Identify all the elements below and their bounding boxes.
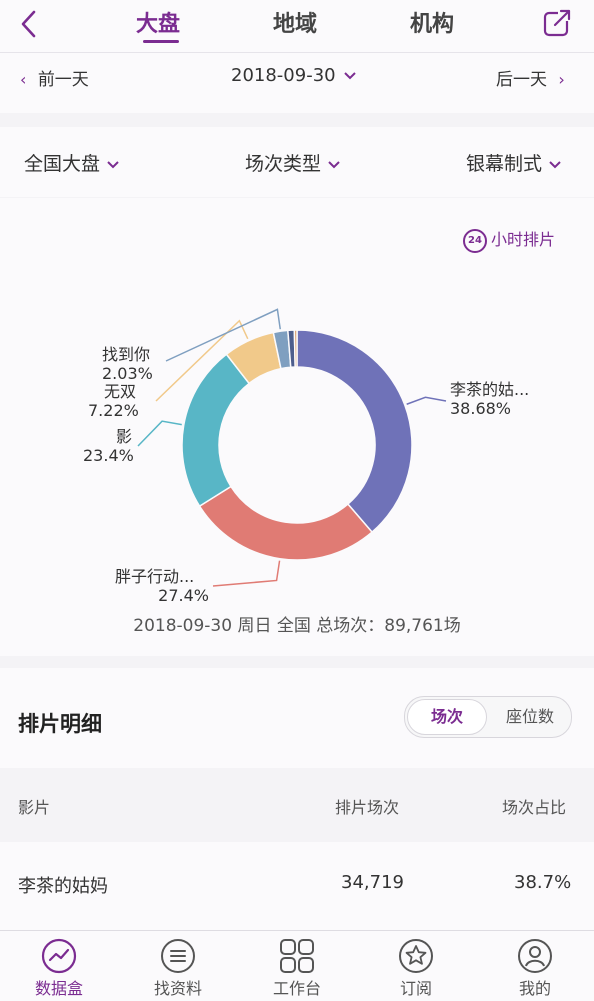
nav-subscribe[interactable]: 订阅 [371, 937, 461, 999]
table-header: 影片 排片场次 场次占比 [0, 768, 594, 842]
slice-value: 23.4% [83, 446, 134, 465]
tab-market[interactable]: 大盘 [136, 12, 181, 37]
label-slice-4: 找到你 2.03% [102, 345, 153, 383]
label-slice-0: 李茶的姑... 38.68% [450, 380, 529, 418]
slice-value: 2.03% [102, 364, 153, 383]
next-day-label: 后一天 [496, 70, 547, 90]
nav-workbench[interactable]: 工作台 [252, 937, 342, 999]
nav-label: 我的 [518, 979, 551, 998]
nav-data-box[interactable]: 数据盒 [14, 937, 104, 999]
star-circle-icon [399, 939, 433, 973]
leader-line-0 [406, 396, 447, 405]
bottom-nav: 数据盒 找资料 工作台 订阅 我的 [0, 930, 594, 1001]
nav-label: 订阅 [399, 979, 432, 998]
label-slice-3: 无双 7.22% [88, 382, 139, 420]
slice-label: 胖子行动... [115, 567, 195, 586]
chart-card: 24 小时排片 找到你 2.03% 无双 7.22% 影 23.4% 李茶的姑..… [0, 198, 594, 656]
slice-label: 找到你 [102, 345, 151, 364]
current-date: 2018-09-30 [231, 65, 336, 86]
leader-line-2 [137, 420, 182, 447]
donut-slice-6[interactable] [293, 329, 298, 368]
top-header: 大盘 地域 机构 [0, 0, 594, 53]
section-title: 排片明细 [18, 712, 102, 736]
filter-scope[interactable]: 全国大盘 [24, 149, 120, 176]
nav-label: 数据盒 [34, 979, 83, 998]
slice-label: 李茶的姑... [450, 380, 530, 399]
chevron-down-icon [107, 160, 119, 168]
filter-screen-format[interactable]: 银幕制式 [466, 149, 562, 176]
date-picker[interactable]: 2018-09-30 [231, 65, 357, 86]
donut-slice-0[interactable] [296, 329, 413, 534]
nav-label: 工作台 [272, 979, 321, 998]
list-circle-icon [161, 939, 195, 973]
label-slice-2: 影 23.4% [83, 427, 134, 465]
slice-label: 影 [116, 427, 133, 446]
filter-screen-format-label: 银幕制式 [466, 153, 543, 175]
chevron-left-icon: ‹ [20, 70, 27, 89]
chevron-down-icon [344, 72, 357, 80]
chevron-right-icon: › [558, 70, 565, 89]
column-film: 影片 [18, 798, 51, 817]
hourly-schedule-label: 小时排片 [491, 230, 556, 249]
filter-scope-label: 全国大盘 [24, 153, 101, 175]
prev-day-label: 前一天 [37, 70, 89, 90]
toggle-seats[interactable]: 座位数 [505, 707, 554, 726]
leader-line-4 [165, 308, 282, 362]
toggle-shows[interactable]: 场次 [407, 699, 487, 735]
grid-icon [280, 939, 314, 973]
metric-toggle: 场次 座位数 [404, 696, 572, 738]
user-circle-icon [518, 939, 552, 973]
column-shows: 排片场次 [335, 798, 400, 817]
donut-slice-2[interactable] [181, 353, 251, 508]
row-shows: 34,719 [341, 872, 404, 893]
donut-slice-1[interactable] [198, 485, 374, 561]
chevron-down-icon [549, 160, 561, 168]
next-day-button[interactable]: 后一天 › [496, 65, 565, 90]
slice-value: 38.68% [450, 399, 512, 418]
nav-find-info[interactable]: 找资料 [133, 937, 223, 999]
share-icon[interactable] [542, 8, 572, 38]
nav-label: 找资料 [153, 979, 202, 998]
hourly-schedule-button[interactable]: 24 小时排片 [463, 226, 555, 253]
schedule-detail-section: 排片明细 场次 座位数 影片 排片场次 场次占比 李茶的姑妈 34,719 38… [0, 668, 594, 930]
tab-region[interactable]: 地域 [273, 12, 318, 37]
slice-value: 27.4% [158, 586, 209, 605]
leader-line-1 [212, 560, 281, 587]
filter-show-type[interactable]: 场次类型 [245, 149, 341, 176]
slice-value: 7.22% [88, 401, 139, 420]
date-navigator: ‹ 前一天 2018-09-30 后一天 › [0, 53, 594, 113]
slice-label: 无双 [104, 382, 137, 401]
back-icon[interactable] [14, 8, 46, 40]
chart-summary: 2018-09-30 周日 全国 总场次：89,761场 [133, 616, 461, 636]
filter-bar: 全国大盘 场次类型 银幕制式 [0, 127, 594, 197]
leader-line-3 [155, 319, 249, 402]
prev-day-button[interactable]: ‹ 前一天 [20, 65, 89, 90]
clock-24-icon: 24 [463, 228, 487, 253]
filter-show-type-label: 场次类型 [245, 153, 322, 175]
chart-circle-icon [41, 938, 77, 974]
active-tab-indicator [143, 40, 179, 43]
chevron-down-icon [328, 160, 340, 168]
row-share: 38.7% [514, 872, 572, 893]
nav-mine[interactable]: 我的 [490, 937, 580, 999]
donut-chart [137, 308, 447, 587]
label-slice-1: 胖子行动... 27.4% [115, 567, 211, 605]
tab-institution[interactable]: 机构 [410, 12, 455, 37]
row-film: 李茶的姑妈 [18, 876, 108, 897]
column-share: 场次占比 [502, 798, 567, 817]
